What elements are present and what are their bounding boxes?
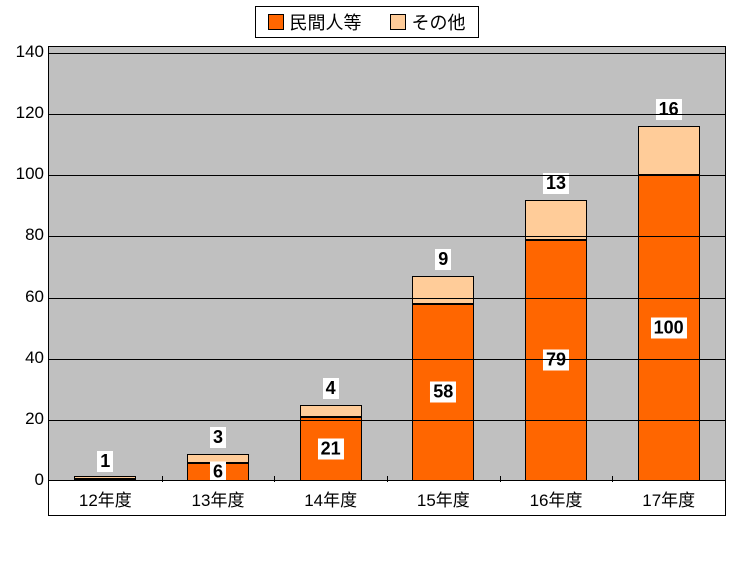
legend-swatch-series-0 (268, 14, 284, 30)
x-category-label: 15年度 (387, 481, 500, 515)
legend: 民間人等 その他 (255, 6, 479, 38)
value-label-secondary: 1 (97, 451, 113, 472)
bars-area: 136421958137916100 (49, 53, 725, 481)
value-label-secondary: 4 (323, 378, 339, 399)
plot-area: 136421958137916100 12年度13年度14年度15年度16年度1… (48, 46, 726, 516)
bar-segment-secondary (638, 126, 700, 175)
x-tick (612, 476, 613, 482)
value-label-primary: 21 (318, 438, 344, 459)
legend-item: その他 (390, 9, 466, 35)
bar-group: 958 (412, 276, 474, 481)
y-tick-label: 140 (4, 42, 44, 62)
y-tick-label: 120 (4, 103, 44, 123)
bar-group: 36 (187, 454, 249, 481)
x-tick (274, 476, 275, 482)
value-label-secondary: 16 (656, 99, 682, 120)
bar-segment-secondary (525, 200, 587, 240)
legend-swatch-series-1 (390, 14, 406, 30)
y-tick-label: 40 (4, 348, 44, 368)
gridline (49, 236, 725, 237)
x-tick (162, 476, 163, 482)
y-tick-label: 100 (4, 164, 44, 184)
x-category-label: 17年度 (612, 481, 725, 515)
legend-label: その他 (412, 9, 466, 35)
x-tick (500, 476, 501, 482)
y-tick-label: 80 (4, 225, 44, 245)
y-tick-label: 0 (4, 470, 44, 490)
value-label-secondary: 3 (210, 427, 226, 448)
x-category-label: 16年度 (500, 481, 613, 515)
x-tick (387, 476, 388, 482)
legend-item: 民間人等 (268, 9, 362, 35)
bar-group: 1379 (525, 200, 587, 481)
y-tick-label: 60 (4, 287, 44, 307)
bar-group: 421 (300, 405, 362, 481)
value-label-primary: 58 (430, 382, 456, 403)
gridline (49, 175, 725, 176)
gridline (49, 114, 725, 115)
value-label-primary: 79 (543, 350, 569, 371)
bar-segment-secondary (412, 276, 474, 304)
gridline (49, 359, 725, 360)
gridline (49, 298, 725, 299)
x-category-label: 13年度 (162, 481, 275, 515)
x-category-label: 14年度 (274, 481, 387, 515)
gridline (49, 420, 725, 421)
bar-segment-secondary (300, 405, 362, 417)
y-tick-label: 20 (4, 409, 44, 429)
value-label-secondary: 9 (435, 249, 451, 270)
x-category-label: 12年度 (49, 481, 162, 515)
legend-label: 民間人等 (290, 9, 362, 35)
x-axis: 12年度13年度14年度15年度16年度17年度 (49, 480, 725, 515)
value-label-primary: 100 (651, 318, 687, 339)
gridline (49, 53, 725, 54)
bar-group: 16100 (638, 126, 700, 481)
chart-container: 民間人等 その他 136421958137916100 12年度13年度14年度… (0, 0, 733, 563)
